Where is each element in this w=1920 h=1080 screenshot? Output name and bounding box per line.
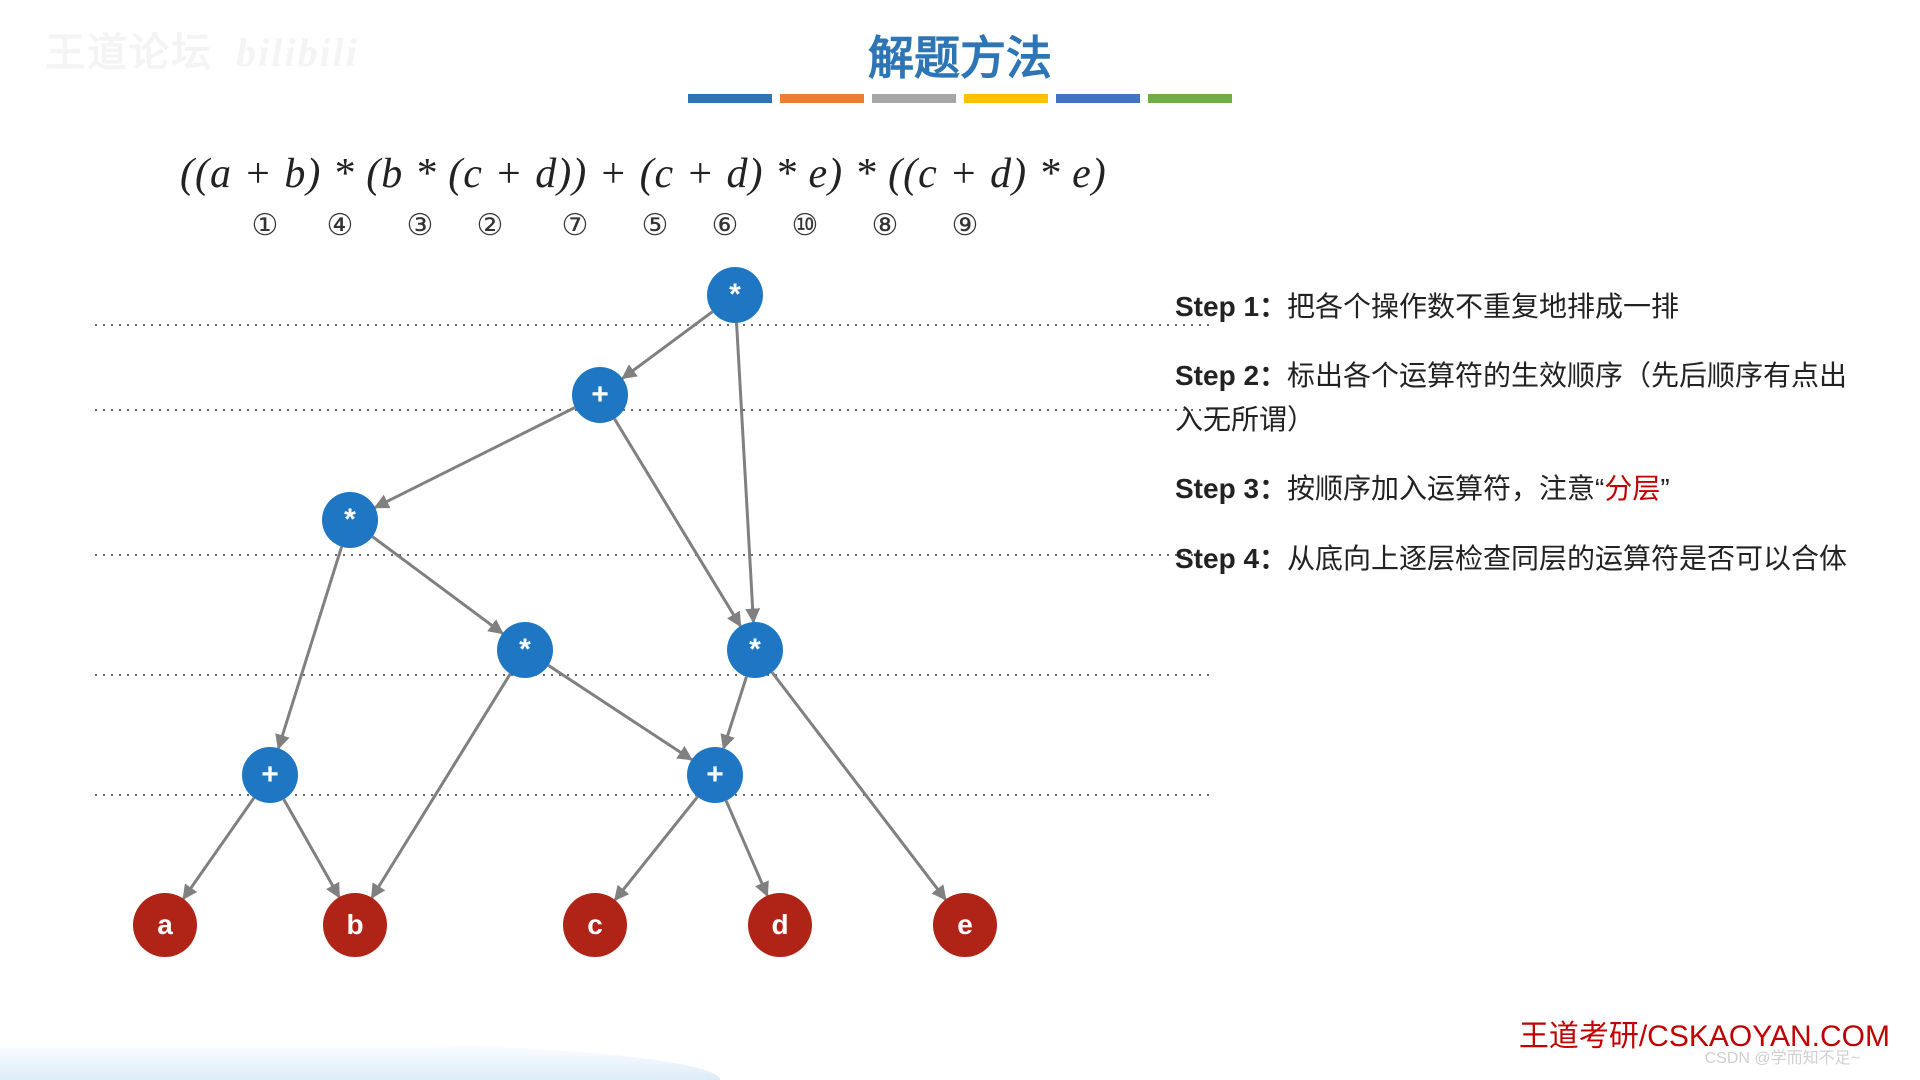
step-highlight: 分层 bbox=[1604, 473, 1660, 504]
title-bar bbox=[1056, 94, 1140, 103]
step-item: Step 4：从底向上逐层检查同层的运算符是否可以合体 bbox=[1175, 537, 1875, 580]
step-label: Step 3： bbox=[1175, 473, 1287, 504]
operator-node: * bbox=[322, 492, 378, 548]
title-bar bbox=[688, 94, 772, 103]
step-item: Step 2：标出各个运算符的生效顺序（先后顺序有点出入无所谓） bbox=[1175, 354, 1875, 441]
order-marker: ⑤ bbox=[615, 208, 695, 243]
bottom-wave bbox=[0, 1042, 720, 1080]
title-bars bbox=[688, 94, 1232, 103]
dag-graph: * + * * * + + a b c d e bbox=[95, 265, 1215, 995]
operator-node: * bbox=[497, 622, 553, 678]
order-marker: ⑦ bbox=[535, 208, 615, 243]
expression: ((a + b) * (b * (c + d)) + (c + d) * e) … bbox=[180, 150, 1107, 198]
leaf-node: b bbox=[323, 893, 387, 957]
operator-node: * bbox=[707, 267, 763, 323]
page-title: 解题方法 bbox=[0, 22, 1920, 88]
operator-node: * bbox=[727, 622, 783, 678]
order-marker: ⑥ bbox=[685, 208, 765, 243]
step-label: Step 4： bbox=[1175, 543, 1287, 574]
step-item: Step 3：按顺序加入运算符，注意“分层” bbox=[1175, 467, 1875, 510]
operator-node: + bbox=[242, 747, 298, 803]
order-marker: ⑨ bbox=[925, 208, 1005, 243]
title-bar bbox=[780, 94, 864, 103]
leaf-node: d bbox=[748, 893, 812, 957]
order-marker: ② bbox=[450, 208, 530, 243]
steps-panel: Step 1：把各个操作数不重复地排成一排 Step 2：标出各个运算符的生效顺序… bbox=[1175, 285, 1875, 606]
leaf-node: e bbox=[933, 893, 997, 957]
operator-node: + bbox=[687, 747, 743, 803]
title-bar bbox=[872, 94, 956, 103]
order-marker: ③ bbox=[380, 208, 460, 243]
operator-node: + bbox=[572, 367, 628, 423]
step-label: Step 1： bbox=[1175, 291, 1287, 322]
step-item: Step 1：把各个操作数不重复地排成一排 bbox=[1175, 285, 1875, 328]
order-marker: ① bbox=[225, 208, 305, 243]
leaf-node: a bbox=[133, 893, 197, 957]
order-marker: ⑧ bbox=[845, 208, 925, 243]
order-marker: ④ bbox=[300, 208, 380, 243]
csdn-watermark: CSDN @学而知不足~ bbox=[1705, 1044, 1860, 1068]
step-label: Step 2： bbox=[1175, 360, 1287, 391]
title-bar bbox=[964, 94, 1048, 103]
leaf-node: c bbox=[563, 893, 627, 957]
order-marker: ⑩ bbox=[765, 208, 845, 243]
title-bar bbox=[1148, 94, 1232, 103]
